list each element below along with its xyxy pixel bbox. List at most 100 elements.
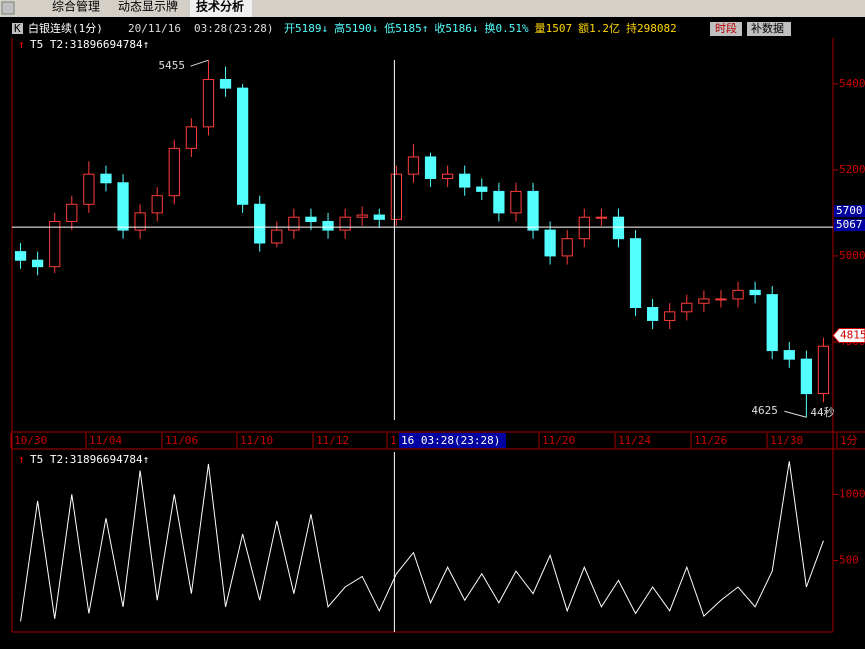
candle-body [339, 216, 351, 231]
candle-body [459, 173, 471, 188]
quote-field: 开5189↓ [284, 22, 328, 35]
candle-body [305, 216, 317, 222]
y-tick-label: 1000 [839, 487, 865, 500]
tab-scroll[interactable] [1, 1, 15, 15]
x-tick-label: 11/24 [618, 434, 651, 447]
candle-body [356, 214, 368, 218]
last-price-label: 4815 [840, 329, 865, 342]
k-icon[interactable] [12, 23, 23, 34]
candle-body [66, 203, 78, 222]
candle-body [390, 173, 402, 220]
candle-body [185, 126, 197, 149]
button-label[interactable]: 时段 [715, 21, 737, 35]
annotation-leader [784, 410, 807, 418]
x-tick-label: 10/30 [14, 434, 47, 447]
x-tick-label: 11/04 [89, 434, 122, 447]
candle-body [578, 216, 590, 240]
candle-body [49, 220, 61, 268]
quote-field: 额1.2亿 [578, 22, 620, 35]
candle-body [749, 289, 761, 296]
candle-body [800, 358, 812, 395]
price-label-bg [834, 219, 865, 232]
candle-body [647, 307, 659, 321]
time: 03:28(23:28) [194, 22, 273, 35]
candle-body [493, 190, 505, 214]
candle-body [664, 311, 676, 321]
candle-body [698, 298, 710, 304]
y-tick-label: 5400 [839, 77, 865, 90]
arrow: ↑ [18, 453, 25, 466]
arrow: ↑ [18, 38, 25, 51]
indicator-line [20, 461, 824, 622]
candle-body [732, 289, 744, 300]
quote-field: 持298082 [626, 21, 677, 35]
low-annotation: 4625 [751, 404, 778, 417]
quote-field: 收5186↓ [434, 21, 478, 35]
y-tick-label: 500 [839, 554, 859, 567]
timer: 44秒 [810, 405, 834, 419]
tab[interactable]: 动态显示牌 [118, 0, 178, 14]
quote-field: 换0.51% [485, 21, 529, 35]
candle-body [783, 350, 795, 360]
legend: T5 T2:31896694784↑ [30, 453, 149, 466]
cursor-label: 16 03:28(23:28) [401, 434, 500, 447]
candle-body [681, 302, 693, 313]
quote-field: 量1507 [535, 22, 573, 35]
candle-body [168, 147, 180, 197]
candle-body [100, 173, 112, 184]
annotation-leader [190, 59, 209, 67]
candle-body [151, 195, 163, 214]
candle-body [14, 251, 27, 261]
x-tick-label: 11/10 [240, 434, 273, 447]
button[interactable] [710, 22, 742, 36]
candle-body [219, 79, 232, 89]
cursor-label-bg [399, 433, 506, 448]
x-tick-label: 11/20 [542, 434, 575, 447]
candle-body [271, 229, 283, 244]
tab[interactable]: 技术分析 [196, 0, 244, 14]
candle-body [442, 173, 454, 179]
active-tab-bg [190, 0, 252, 17]
candle-body [237, 87, 249, 205]
y-tick-label: 5200 [839, 163, 865, 176]
candle-body [544, 229, 556, 257]
candle-body [254, 203, 266, 244]
k-icon-text: K [14, 22, 21, 35]
candle-body [715, 298, 727, 301]
candle-body [117, 182, 129, 231]
candle-body [612, 216, 625, 240]
candle-body [32, 259, 44, 268]
price-label-bg [834, 205, 865, 218]
x-tick-label: 11/26 [694, 434, 727, 447]
button[interactable] [747, 22, 791, 36]
price-label: 5700 [836, 204, 863, 217]
high-annotation: 5455 [158, 59, 185, 72]
quote-field: 高5190↓ [334, 21, 378, 35]
candle-body [527, 190, 539, 231]
candle-body [476, 186, 488, 192]
y-tick-label: 5000 [839, 249, 865, 262]
price-label: 5067 [836, 218, 863, 231]
candle-body [134, 212, 146, 231]
quote-field: 低5185↑ [384, 22, 428, 35]
x-tick-label: 11/06 [165, 434, 198, 447]
candle-body [817, 345, 830, 395]
candle-body [202, 79, 215, 128]
candle-body [322, 220, 334, 231]
candle-body [766, 294, 778, 352]
symbol: 白银连续(1分) [28, 21, 103, 35]
candle-body [561, 238, 573, 257]
candle-body [83, 173, 95, 205]
x-tick-label: 11/12 [316, 434, 349, 447]
x-tick-label: 11/30 [770, 434, 803, 447]
tab[interactable]: 综合管理 [52, 0, 100, 14]
button-label[interactable]: 补数据 [751, 21, 784, 35]
last-price-tag [832, 328, 865, 344]
candle-body [288, 216, 300, 231]
x-tick-label: 1分 [840, 434, 858, 447]
candle-body [373, 214, 385, 220]
candle-body [407, 156, 420, 175]
candle-body [510, 190, 522, 214]
legend: T5 T2:31896694784↑ [30, 38, 149, 51]
